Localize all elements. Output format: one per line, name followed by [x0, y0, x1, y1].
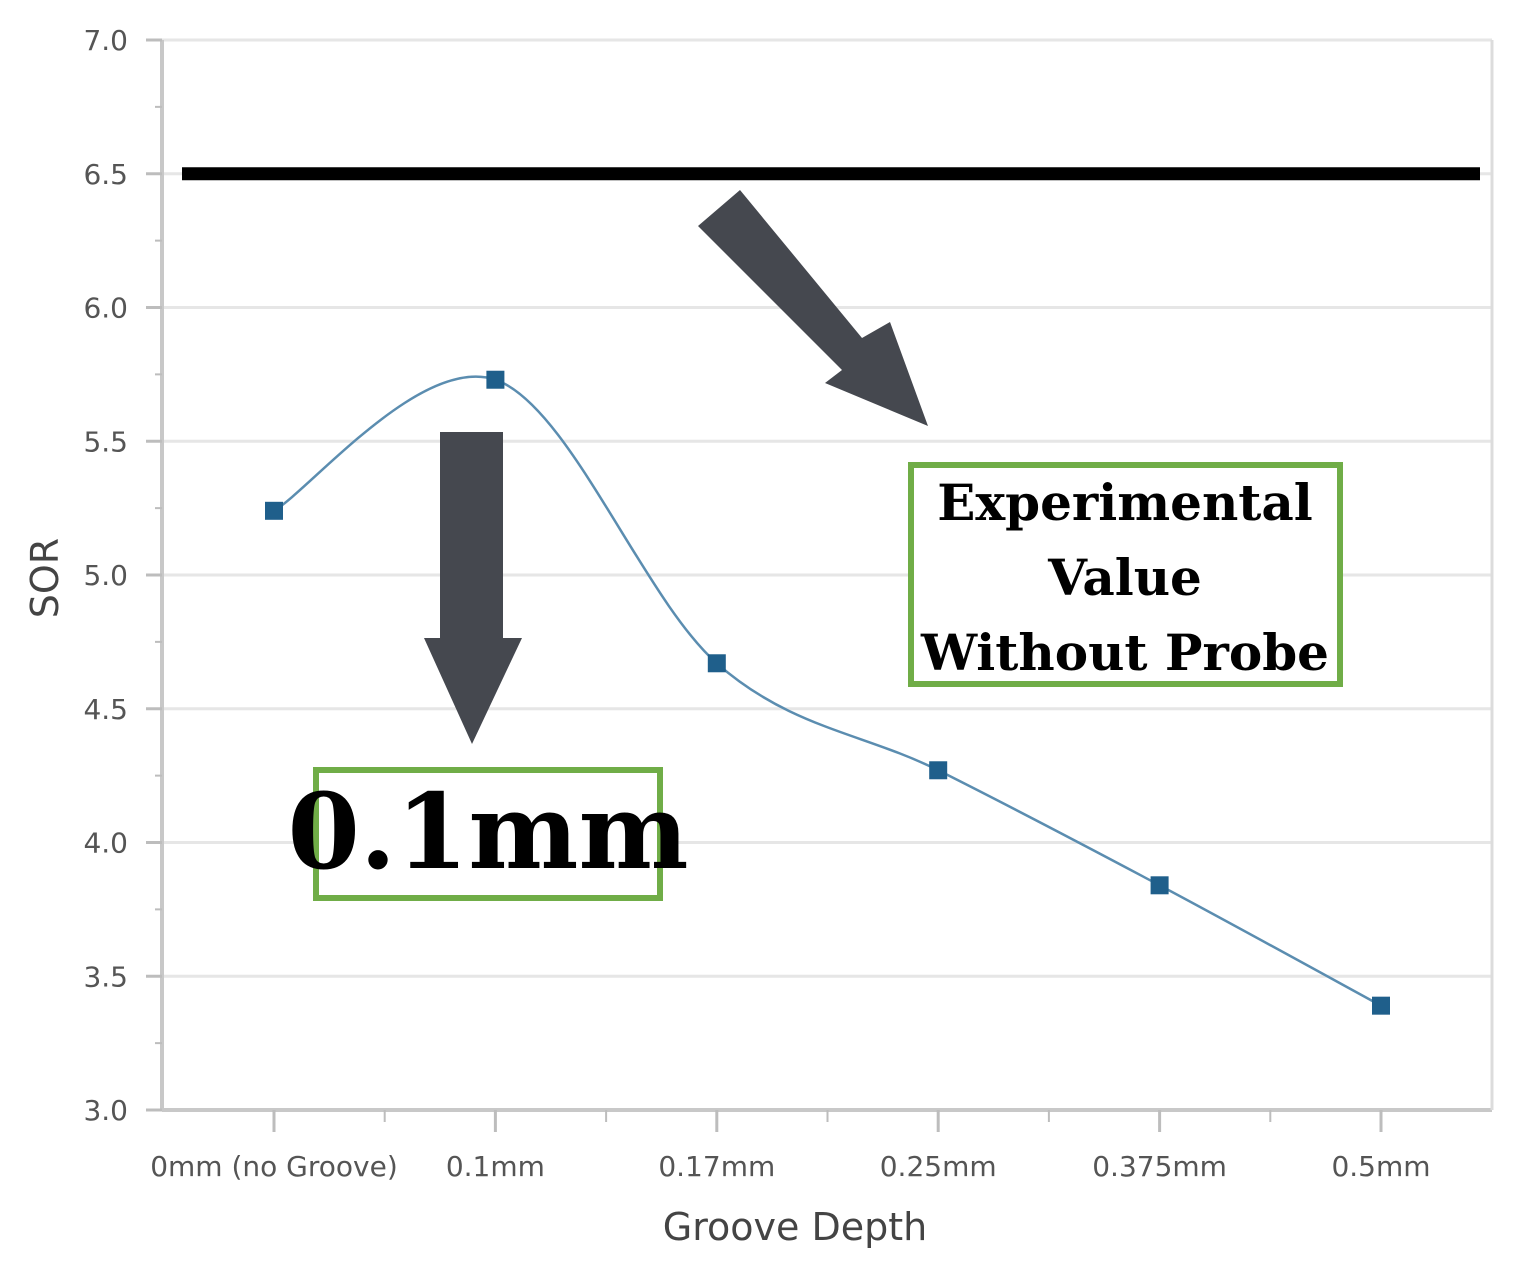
data-point-marker: [1150, 876, 1169, 895]
y-tick-label: 4.0: [83, 827, 128, 860]
x-tick-label: 0.5mm: [1331, 1150, 1430, 1183]
x-tick-label: 0.375mm: [1092, 1150, 1227, 1183]
series-line: [273, 375, 1382, 1007]
data-point-marker: [486, 370, 505, 389]
x-tick-label: 0.25mm: [880, 1150, 997, 1183]
y-axis-title: SOR: [23, 538, 67, 618]
x-axis-title: Groove Depth: [663, 1205, 927, 1249]
reference-annotation-line-1: Experimental: [937, 473, 1313, 532]
y-tick-label: 3.0: [83, 1094, 128, 1127]
x-tick-label: 0.17mm: [658, 1150, 775, 1183]
y-tick-label: 6.5: [83, 158, 128, 191]
y-axis-ticks: 3.0 3.5 4.0 4.5 5.0 5.5 6.0 6.5 7.0: [83, 24, 162, 1127]
reference-annotation-line-2: Value: [1047, 548, 1202, 607]
data-point-marker: [265, 501, 283, 520]
y-tick-label: 4.5: [83, 693, 128, 726]
y-tick-label: 5.0: [83, 559, 128, 592]
y-tick-label: 7.0: [83, 24, 128, 57]
reference-annotation-line-3: Without Probe: [920, 623, 1329, 682]
arrow-down-icon: [424, 432, 522, 744]
data-point-marker: [707, 654, 726, 673]
y-tick-label: 3.5: [83, 960, 128, 993]
y-tick-label: 5.5: [83, 425, 128, 458]
x-tick-label: 0.1mm: [446, 1150, 545, 1183]
y-tick-label: 6.0: [83, 292, 128, 325]
optimum-annotation-box: [313, 767, 663, 901]
x-axis-ticks: 0mm (no Groove) 0.1mm 0.17mm 0.25mm 0.375mm 0…: [150, 1110, 1431, 1183]
data-point-marker: [929, 761, 948, 780]
data-point-marker: [1372, 996, 1390, 1015]
arrow-down-right-icon: [698, 190, 928, 426]
optimum-annotation-label: 0.1mm: [287, 770, 688, 893]
x-tick-label: 0mm (no Groove): [150, 1150, 398, 1183]
series-markers: [265, 370, 1390, 1015]
reference-annotation-box: [908, 462, 1343, 687]
